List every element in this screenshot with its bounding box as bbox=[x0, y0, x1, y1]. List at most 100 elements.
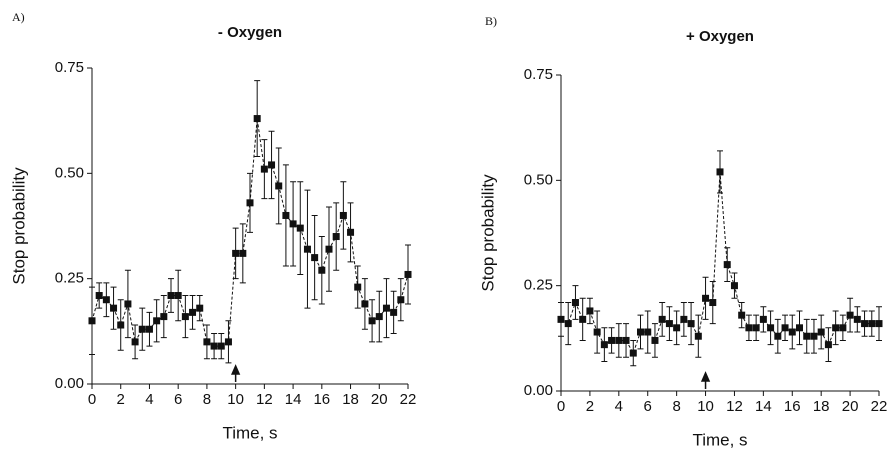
x-tick-label: 10 bbox=[697, 398, 714, 415]
point bbox=[95, 292, 103, 300]
x-axis-label: Time, s bbox=[692, 430, 747, 449]
point bbox=[853, 315, 861, 323]
point bbox=[557, 315, 565, 323]
point bbox=[102, 296, 110, 304]
point bbox=[738, 311, 746, 319]
x-tick-label: 8 bbox=[672, 398, 680, 415]
point bbox=[253, 115, 261, 123]
y-tick-label: 0.50 bbox=[524, 171, 553, 188]
point bbox=[730, 282, 738, 290]
x-tick-label: 12 bbox=[256, 391, 273, 408]
point bbox=[817, 328, 825, 336]
x-tick-label: 6 bbox=[174, 391, 182, 408]
point bbox=[397, 296, 405, 304]
point bbox=[752, 324, 760, 332]
point bbox=[564, 320, 572, 328]
point bbox=[138, 325, 146, 333]
point bbox=[832, 324, 840, 332]
point bbox=[571, 299, 579, 307]
point bbox=[861, 320, 869, 328]
y-tick-label: 0.25 bbox=[55, 270, 84, 287]
x-tick-label: 20 bbox=[371, 391, 388, 408]
x-tick-label: 16 bbox=[313, 391, 330, 408]
point bbox=[311, 254, 319, 262]
point bbox=[803, 332, 811, 340]
point bbox=[875, 320, 883, 328]
x-tick-label: 10 bbox=[227, 391, 244, 408]
point bbox=[289, 220, 297, 228]
panel-label: A) bbox=[12, 10, 25, 24]
point bbox=[203, 338, 211, 346]
x-tick-label: 4 bbox=[615, 398, 623, 415]
x-tick-label: 18 bbox=[342, 391, 359, 408]
point bbox=[600, 341, 608, 349]
x-tick-label: 2 bbox=[117, 391, 125, 408]
point bbox=[781, 324, 789, 332]
chart-title: + Oxygen bbox=[686, 28, 754, 45]
y-axis-label: Stop probability bbox=[478, 174, 497, 292]
point bbox=[390, 308, 398, 316]
y-tick-label: 0.75 bbox=[55, 59, 84, 76]
y-tick-label: 0.00 bbox=[524, 382, 553, 399]
chart-title: - Oxygen bbox=[218, 24, 282, 41]
x-tick-label: 14 bbox=[285, 391, 302, 408]
point bbox=[680, 315, 688, 323]
point bbox=[622, 336, 630, 344]
point bbox=[810, 332, 818, 340]
point bbox=[325, 245, 333, 253]
point bbox=[174, 292, 182, 300]
x-tick-label: 0 bbox=[88, 391, 96, 408]
point bbox=[189, 308, 197, 316]
point bbox=[181, 313, 189, 321]
point bbox=[332, 233, 340, 241]
data-line bbox=[560, 171, 879, 355]
point bbox=[687, 320, 695, 328]
point bbox=[368, 317, 376, 325]
point bbox=[796, 324, 803, 332]
point bbox=[586, 307, 594, 315]
point bbox=[131, 338, 139, 346]
point bbox=[196, 304, 204, 312]
arrow bbox=[230, 364, 241, 382]
x-axis-label: Time, s bbox=[222, 423, 277, 442]
point bbox=[268, 161, 276, 169]
x-tick-label: 12 bbox=[726, 398, 743, 415]
point bbox=[303, 245, 311, 253]
x-tick-label: 6 bbox=[644, 398, 652, 415]
y-axis-label: Stop probability bbox=[9, 167, 28, 285]
x-tick-label: 22 bbox=[400, 391, 417, 408]
point bbox=[665, 320, 673, 328]
point bbox=[210, 342, 218, 350]
x-tick-label: 2 bbox=[586, 398, 594, 415]
point bbox=[767, 324, 775, 332]
x-tick-label: 0 bbox=[557, 398, 565, 415]
x-tick-label: 22 bbox=[871, 398, 888, 415]
point bbox=[167, 292, 175, 300]
point bbox=[239, 249, 247, 257]
point bbox=[839, 324, 847, 332]
point bbox=[709, 299, 717, 307]
y-tick-label: 0.00 bbox=[55, 375, 84, 392]
y-tick-label: 0.75 bbox=[524, 66, 553, 83]
point bbox=[217, 342, 225, 350]
point bbox=[615, 336, 623, 344]
point bbox=[117, 321, 125, 329]
panel-label: B) bbox=[485, 14, 497, 28]
point bbox=[382, 304, 390, 312]
point bbox=[160, 313, 168, 321]
point bbox=[354, 283, 362, 291]
y-tick-label: 0.25 bbox=[524, 277, 553, 294]
point bbox=[723, 261, 731, 269]
point bbox=[224, 338, 232, 346]
point bbox=[593, 328, 601, 336]
point bbox=[846, 311, 854, 319]
point bbox=[375, 313, 383, 321]
point bbox=[246, 199, 254, 207]
point bbox=[347, 228, 355, 236]
point bbox=[694, 332, 702, 340]
point bbox=[673, 324, 681, 332]
point bbox=[824, 341, 832, 349]
point bbox=[702, 294, 710, 302]
point bbox=[651, 336, 659, 344]
x-tick-label: 14 bbox=[755, 398, 772, 415]
